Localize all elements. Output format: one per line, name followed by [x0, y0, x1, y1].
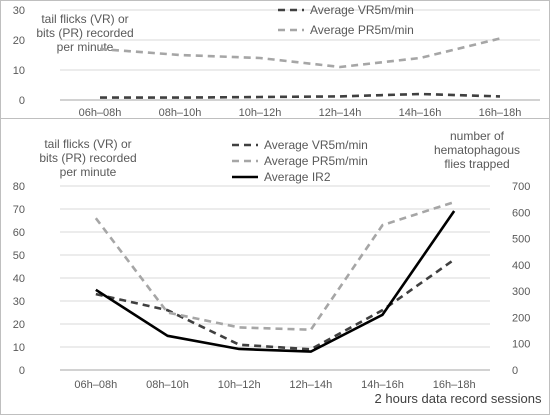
x-tick-label: 16h–18h [479, 107, 522, 119]
series-line [100, 92, 501, 99]
y-tick-label: 30 [13, 296, 25, 308]
y-axis-label: tail flicks (VR) or [41, 12, 128, 26]
x-tick-label: 12h–14h [319, 107, 362, 119]
legend-label: Average VR5m/min [264, 138, 368, 152]
panel-divider [0, 118, 550, 119]
y-tick-label: 80 [13, 181, 25, 193]
x-axis-title: 2 hours data record sessions [375, 391, 542, 406]
y-tick-label: 30 [13, 5, 25, 17]
y-tick-label: 40 [13, 273, 25, 285]
y-tick-label: 20 [13, 319, 25, 331]
y-tick-label: 10 [13, 65, 25, 77]
y2-axis-label: flies trapped [444, 157, 509, 171]
y-tick-label: 60 [13, 227, 25, 239]
x-tick-label: 12h–14h [289, 379, 332, 391]
y2-axis-label: hematophagous [434, 143, 520, 157]
y2-tick-label: 500 [512, 234, 530, 246]
x-tick-label: 16h–18h [433, 379, 476, 391]
y2-tick-label: 200 [512, 312, 530, 324]
series-line [99, 37, 501, 69]
y-axis-label: tail flicks (VR) or [44, 137, 131, 151]
y2-tick-label: 400 [512, 260, 530, 272]
legend-label: Average PR5m/min [264, 154, 368, 168]
legend-label: Average IR2 [264, 170, 331, 184]
y2-tick-label: 700 [512, 181, 530, 193]
y-tick-label: 20 [13, 35, 25, 47]
x-tick-label: 08h–10h [146, 379, 189, 391]
x-tick-label: 06h–08h [74, 379, 117, 391]
x-tick-label: 10h–12h [239, 107, 282, 119]
y2-tick-label: 600 [512, 207, 530, 219]
y-axis-label: per minute [57, 40, 114, 54]
y-axis-label: bits (PR) recorded [36, 26, 133, 40]
y-tick-label: 0 [19, 95, 25, 107]
y-axis-label: per minute [60, 165, 117, 179]
series-line [95, 258, 455, 351]
series-line [95, 210, 456, 353]
y-axis-label: bits (PR) recorded [39, 151, 136, 165]
y-tick-label: 10 [13, 342, 25, 354]
x-tick-label: 06h–08h [79, 107, 122, 119]
y2-axis-label: number of [450, 129, 505, 143]
y-tick-label: 50 [13, 250, 25, 262]
y-tick-label: 70 [13, 204, 25, 216]
y2-tick-label: 0 [512, 365, 518, 377]
legend-label: Average VR5m/min [310, 3, 414, 17]
y-tick-label: 0 [19, 365, 25, 377]
x-tick-label: 14h–16h [361, 379, 404, 391]
legend-label: Average PR5m/min [310, 23, 414, 37]
x-tick-label: 10h–12h [218, 379, 261, 391]
x-tick-label: 08h–10h [159, 107, 202, 119]
x-tick-label: 14h–16h [399, 107, 442, 119]
y2-tick-label: 300 [512, 286, 530, 298]
series-line [94, 200, 455, 332]
y2-tick-label: 100 [512, 339, 530, 351]
